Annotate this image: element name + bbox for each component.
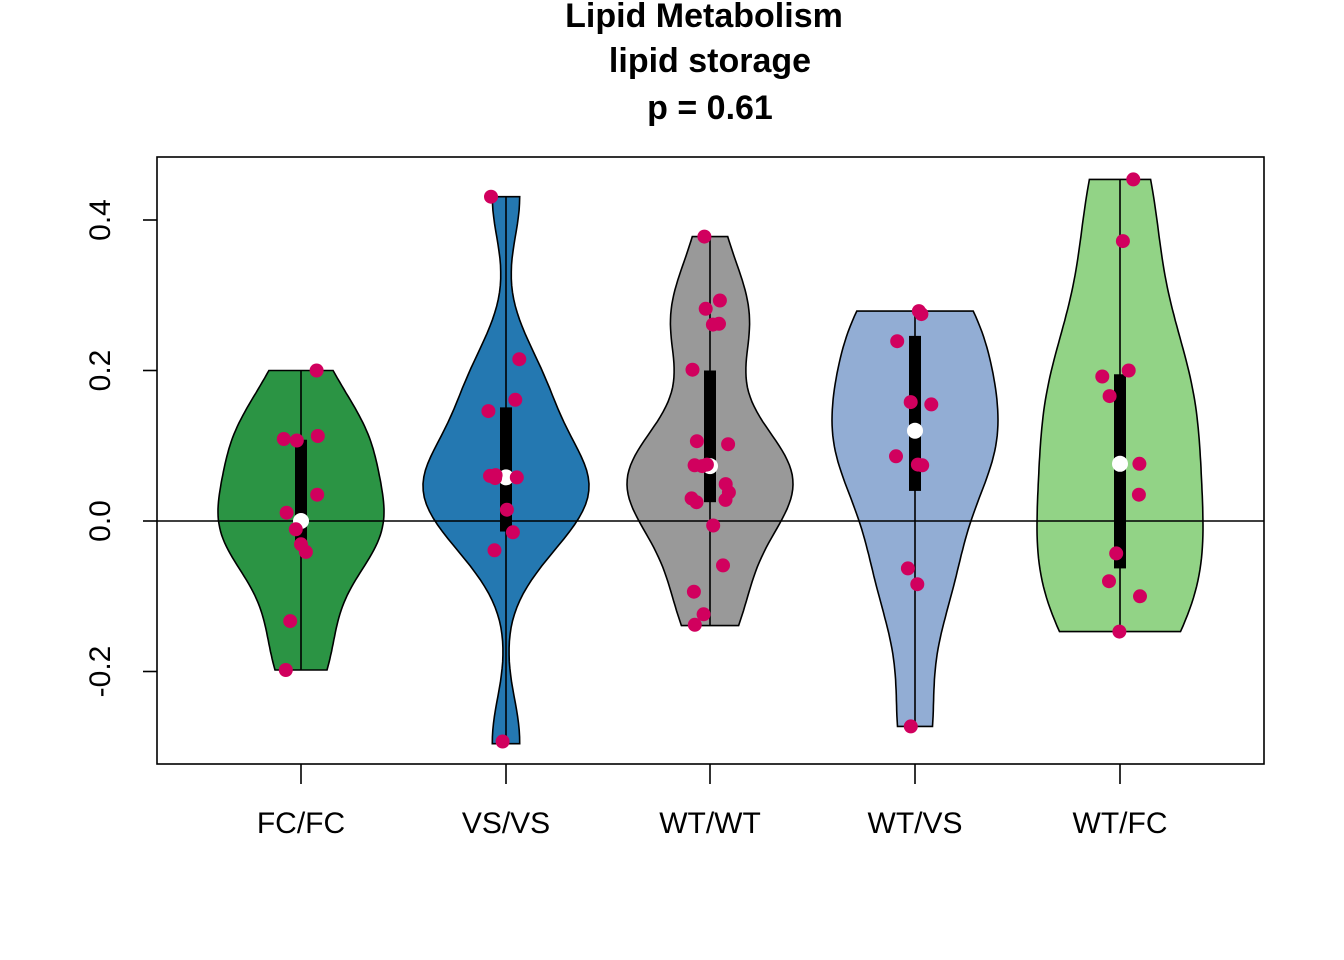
data-point — [499, 502, 514, 517]
data-point — [718, 492, 733, 507]
x-tick-label: VS/VS — [462, 807, 550, 840]
data-point — [889, 449, 903, 464]
data-point — [716, 558, 730, 573]
data-point — [689, 434, 704, 449]
data-point — [685, 362, 700, 377]
median-point-WT/VS — [907, 422, 923, 439]
data-point — [309, 363, 324, 378]
plot-area: -0.2 0.0 0.2 0.4 FC/FC VS/VS WT/WT WT/VS WT/FC — [84, 156, 1265, 840]
data-point — [696, 607, 711, 622]
data-point — [509, 470, 524, 485]
data-point — [481, 404, 496, 419]
y-tick-label: 0.0 — [84, 500, 117, 542]
data-point — [1131, 487, 1146, 502]
chart-title: Lipid Metabolism lipid storage p = 0.61 — [565, 0, 843, 127]
data-point — [512, 352, 527, 367]
y-tick-label: 0.4 — [84, 199, 117, 241]
data-point — [488, 471, 503, 486]
data-point — [697, 229, 712, 244]
y-tick-label: 0.2 — [84, 350, 117, 392]
data-point — [1102, 389, 1117, 404]
data-point — [484, 189, 498, 204]
data-point — [278, 663, 293, 677]
data-point — [1112, 624, 1127, 639]
data-point — [903, 395, 918, 410]
data-point — [1102, 574, 1116, 589]
data-point — [689, 495, 704, 510]
data-point — [310, 429, 325, 443]
data-point — [706, 518, 721, 533]
data-point — [686, 584, 701, 599]
data-point — [924, 397, 939, 412]
data-point — [487, 543, 502, 558]
data-point — [279, 505, 294, 520]
data-point — [695, 459, 710, 474]
data-point — [915, 458, 930, 473]
data-point — [687, 617, 702, 632]
median-point-WT/FC — [1112, 455, 1128, 472]
x-tick-label: WT/WT — [659, 807, 761, 840]
data-point — [890, 334, 905, 349]
data-point — [1095, 369, 1110, 384]
data-point — [1109, 546, 1124, 561]
data-point — [1132, 456, 1147, 471]
x-tick-label: WT/FC — [1073, 807, 1168, 840]
data-point — [914, 307, 929, 322]
data-point — [910, 577, 925, 592]
data-point — [283, 614, 298, 629]
iqr-box-WT/VS — [909, 335, 921, 491]
data-point — [903, 719, 918, 734]
data-point — [289, 433, 304, 448]
data-point — [288, 522, 303, 537]
y-tick-label: -0.2 — [84, 646, 117, 698]
x-tick-label: WT/VS — [868, 807, 963, 840]
data-point — [310, 487, 325, 502]
data-point — [1115, 234, 1130, 249]
data-point — [1126, 172, 1141, 187]
data-point — [505, 525, 520, 540]
data-point — [698, 301, 713, 316]
data-point — [276, 432, 291, 446]
data-point — [495, 734, 510, 749]
data-point — [712, 293, 727, 308]
data-point — [900, 561, 915, 576]
data-point — [721, 437, 736, 452]
data-point — [298, 544, 313, 559]
title-line-1: Lipid Metabolism — [565, 0, 843, 35]
data-point — [1133, 589, 1147, 604]
data-point — [705, 317, 720, 332]
title-line-2: lipid storage — [609, 42, 811, 80]
iqr-box-WT/WT — [704, 370, 716, 503]
data-point — [508, 392, 523, 407]
x-tick-label: FC/FC — [257, 807, 345, 840]
title-line-3: p = 0.61 — [647, 89, 773, 127]
data-point — [1121, 363, 1136, 378]
